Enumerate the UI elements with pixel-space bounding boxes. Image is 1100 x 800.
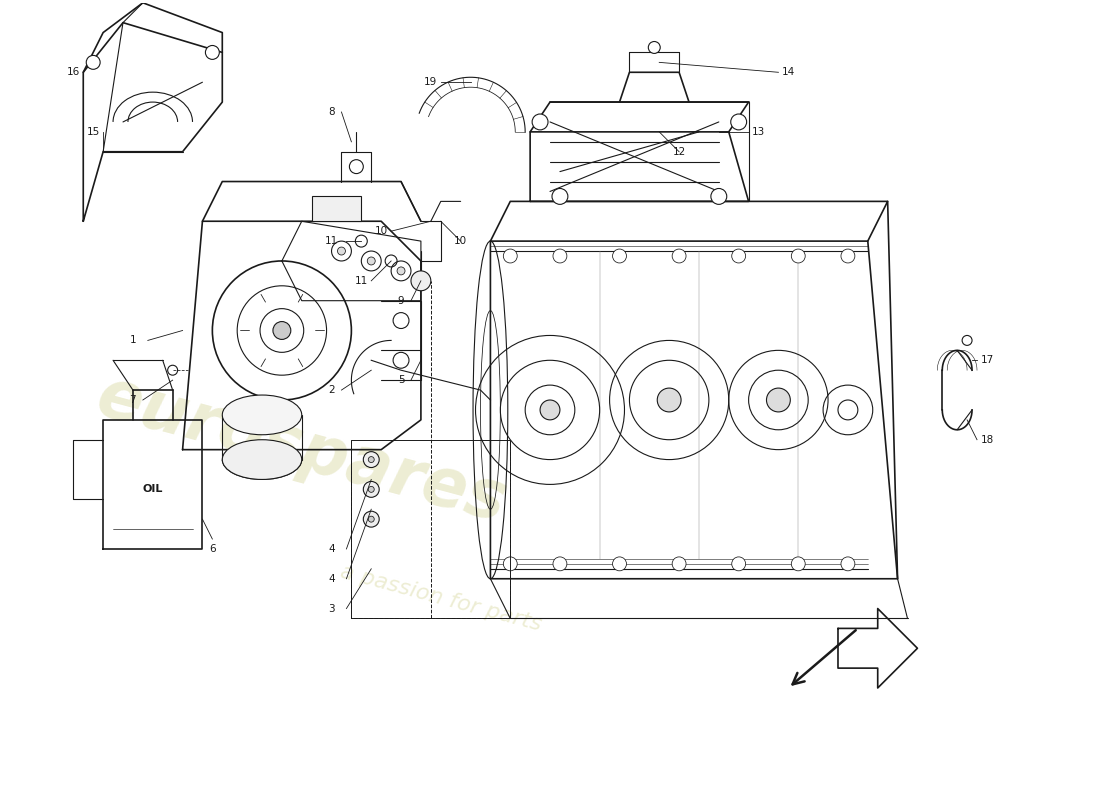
Circle shape	[504, 557, 517, 571]
Text: 14: 14	[782, 67, 795, 78]
Circle shape	[553, 249, 566, 263]
Circle shape	[363, 511, 379, 527]
Text: eurospares: eurospares	[90, 363, 514, 536]
Circle shape	[86, 55, 100, 70]
Circle shape	[540, 400, 560, 420]
Circle shape	[363, 482, 379, 498]
Text: 10: 10	[454, 236, 467, 246]
Circle shape	[658, 388, 681, 412]
Text: 12: 12	[672, 146, 685, 157]
Ellipse shape	[222, 395, 301, 434]
Text: 8: 8	[328, 107, 334, 117]
Text: 13: 13	[752, 127, 766, 137]
Circle shape	[411, 271, 431, 290]
Circle shape	[842, 249, 855, 263]
Circle shape	[711, 189, 727, 204]
Circle shape	[732, 249, 746, 263]
Circle shape	[730, 114, 747, 130]
Text: 16: 16	[67, 67, 80, 78]
Circle shape	[648, 42, 660, 54]
Circle shape	[553, 557, 566, 571]
Text: 18: 18	[980, 434, 993, 445]
Text: 11: 11	[354, 276, 367, 286]
Circle shape	[962, 335, 972, 346]
Bar	[351, 440, 510, 618]
Text: 6: 6	[209, 544, 216, 554]
Circle shape	[393, 313, 409, 329]
Circle shape	[368, 516, 374, 522]
Circle shape	[791, 249, 805, 263]
Text: 5: 5	[398, 375, 405, 385]
Text: a passion for parts: a passion for parts	[338, 562, 543, 635]
Circle shape	[532, 114, 548, 130]
Text: 7: 7	[130, 395, 136, 405]
Text: 4: 4	[328, 574, 334, 584]
Circle shape	[397, 267, 405, 275]
Circle shape	[504, 249, 517, 263]
Text: 9: 9	[398, 296, 405, 306]
Circle shape	[338, 247, 345, 255]
Text: OIL: OIL	[143, 484, 163, 494]
Text: 10: 10	[375, 226, 387, 236]
Text: 4: 4	[328, 544, 334, 554]
Circle shape	[368, 457, 374, 462]
Circle shape	[672, 249, 686, 263]
Circle shape	[672, 557, 686, 571]
Text: 1: 1	[130, 335, 136, 346]
Text: 19: 19	[425, 78, 438, 87]
Ellipse shape	[222, 440, 301, 479]
Text: 11: 11	[324, 236, 338, 246]
Circle shape	[732, 557, 746, 571]
Circle shape	[206, 46, 219, 59]
Circle shape	[393, 352, 409, 368]
Text: 15: 15	[87, 127, 100, 137]
Circle shape	[273, 322, 290, 339]
Circle shape	[767, 388, 790, 412]
Circle shape	[552, 189, 568, 204]
Text: 3: 3	[328, 603, 334, 614]
Circle shape	[363, 452, 379, 467]
Circle shape	[350, 160, 363, 174]
Circle shape	[368, 486, 374, 492]
Circle shape	[367, 257, 375, 265]
Circle shape	[613, 249, 627, 263]
Bar	[311, 197, 361, 222]
Circle shape	[791, 557, 805, 571]
Circle shape	[842, 557, 855, 571]
Text: 17: 17	[980, 355, 993, 366]
Circle shape	[613, 557, 627, 571]
Text: 2: 2	[328, 385, 334, 395]
